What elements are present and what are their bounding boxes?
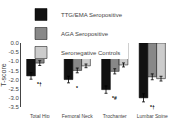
svg-text:AGA Seropositive: AGA Seropositive: [61, 31, 109, 37]
svg-text:Trochanter: Trochanter: [103, 113, 127, 118]
svg-text:-1.0: -1.0: [8, 58, 19, 64]
svg-text:-3.5: -3.5: [8, 104, 19, 110]
svg-text:Total Hip: Total Hip: [30, 113, 50, 118]
svg-text:*: *: [76, 85, 78, 91]
svg-text:Femoral Neck: Femoral Neck: [62, 113, 94, 118]
svg-text:*#: *#: [112, 95, 117, 101]
svg-text:*†: *†: [150, 104, 155, 110]
svg-text:-2.5: -2.5: [8, 86, 19, 92]
svg-text:0.0: 0.0: [10, 40, 19, 46]
svg-text:-3.0: -3.0: [8, 95, 19, 101]
svg-text:T-score: T-score: [0, 63, 7, 86]
svg-text:Lumbar Spine: Lumbar Spine: [137, 113, 168, 118]
svg-text:TTG/EMA Seropositive: TTG/EMA Seropositive: [61, 12, 123, 18]
svg-text:Seronegative Controls: Seronegative Controls: [61, 50, 120, 56]
svg-text:-2.0: -2.0: [8, 77, 19, 83]
svg-text:-0.5: -0.5: [8, 49, 19, 55]
svg-text:-1.5: -1.5: [8, 68, 19, 74]
svg-text:*†: *†: [37, 81, 42, 87]
